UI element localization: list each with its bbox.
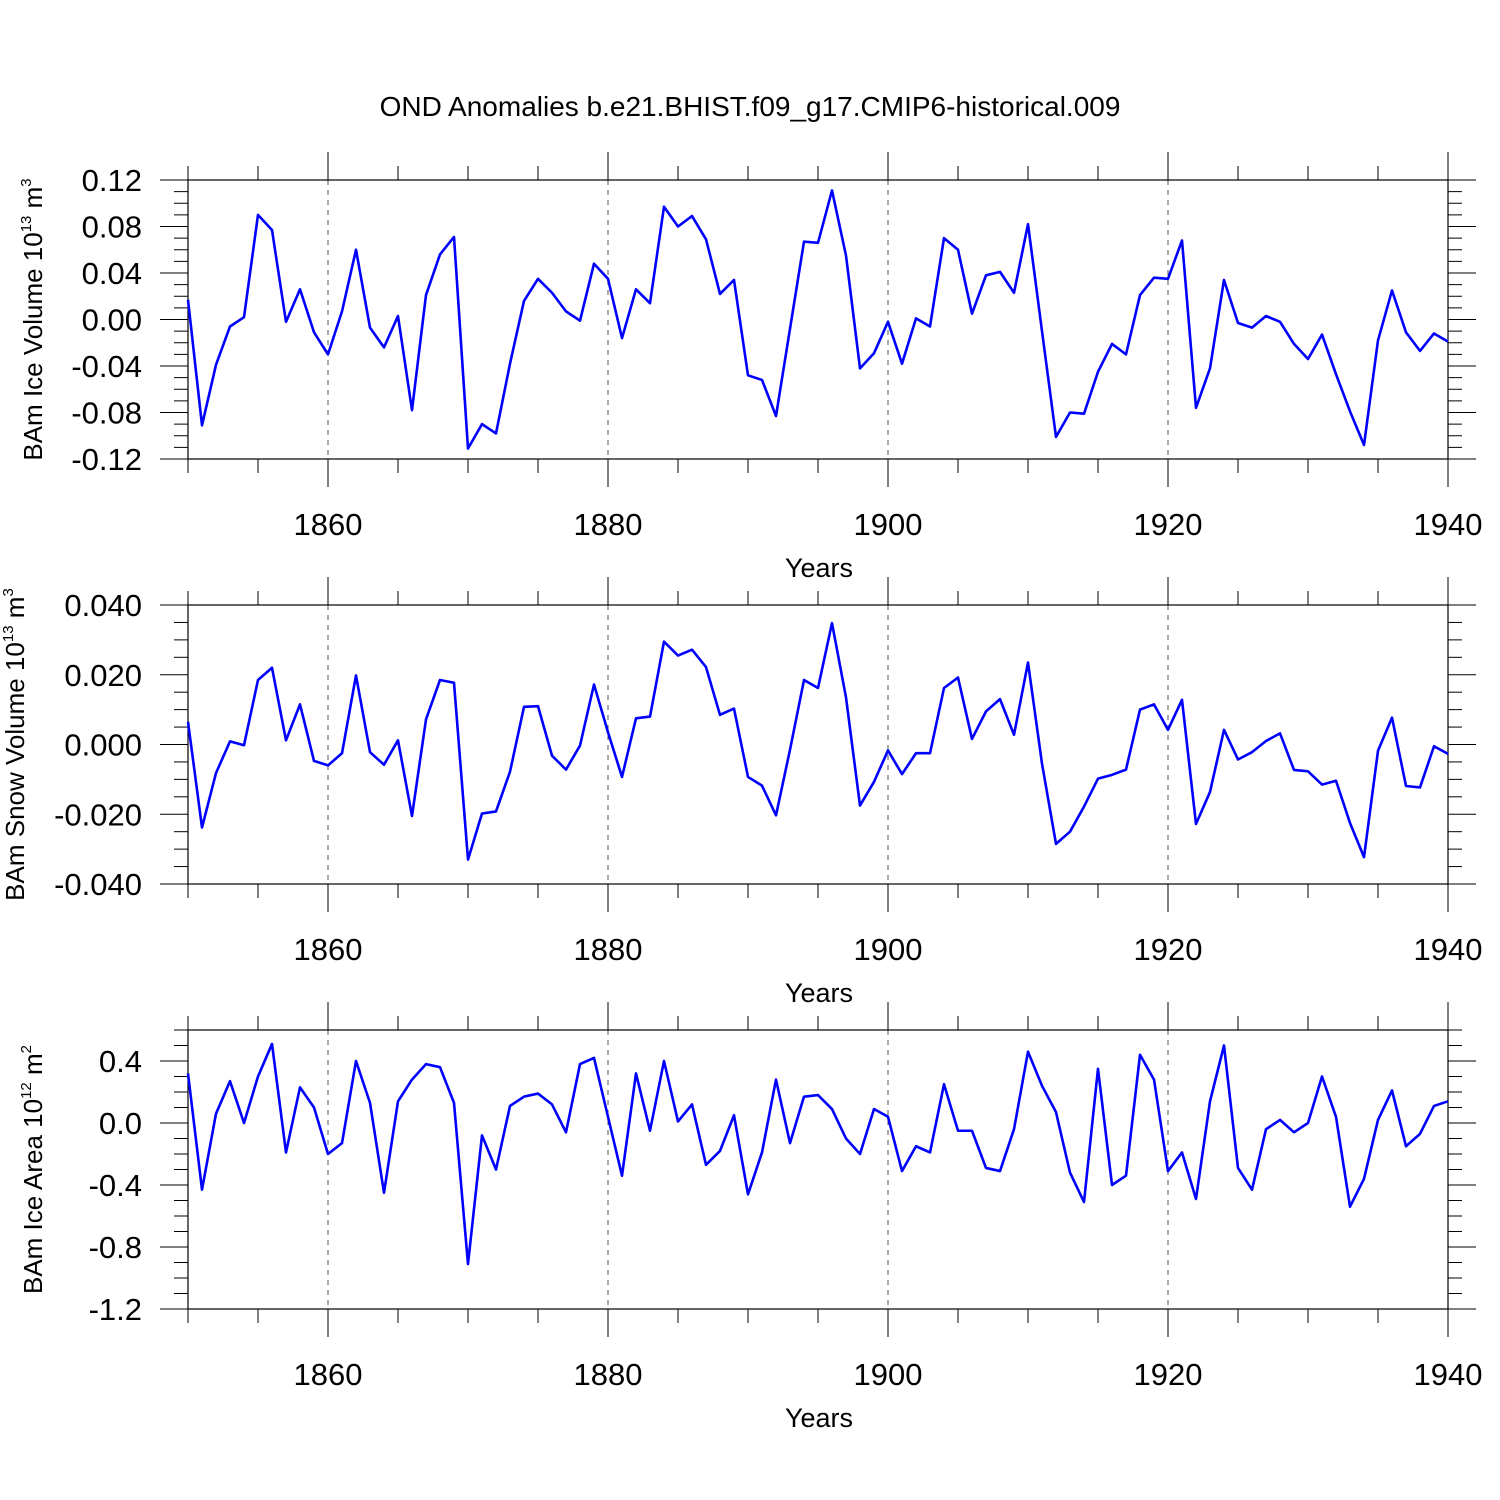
panel-3: -1.2 -0.8 -0.4 0.0 0.4 1860 1880 1900 1920 1940 Ye…	[18, 1002, 1482, 1433]
y-tick-label: -0.040	[54, 867, 142, 902]
x-tick-label: 1900	[854, 932, 923, 967]
y-axis-label-unit-exponent: 3	[18, 178, 35, 186]
panel-2: -0.040 -0.020 0.000 0.020 0.040 1860 1880 1900 1…	[0, 577, 1482, 1008]
panels: -0.12 -0.08 -0.04 0.00 0.04 0.08 0.12 1860 1880 1…	[0, 152, 1482, 1433]
y-axis-label-main: BAm Ice Volume 10	[18, 232, 48, 460]
x-tick-label: 1860	[294, 507, 363, 542]
y-tick-label: 0.000	[64, 728, 142, 763]
y-tick-label: 0.4	[99, 1044, 142, 1079]
y-tick-label: -0.8	[89, 1230, 142, 1265]
y-tick-label: 0.0	[99, 1106, 142, 1141]
plot-frame	[187, 604, 1449, 885]
panel-1: -0.12 -0.08 -0.04 0.00 0.04 0.08 0.12 1860 1880 1…	[18, 152, 1482, 583]
y-tick-label: -0.4	[89, 1168, 142, 1203]
x-tick-label: 1940	[1414, 932, 1483, 967]
y-axis-label-main: BAm Ice Area 10	[18, 1099, 48, 1294]
y-axis-label-exponent: 12	[18, 1082, 35, 1099]
y-axis-label: BAm Snow Volume 1013 m3	[0, 588, 30, 901]
x-tick-label: 1940	[1414, 507, 1483, 542]
y-axis-label-unit-exponent: 2	[18, 1045, 35, 1053]
y-axis-label-unit: m	[18, 1053, 48, 1082]
plot-frame	[187, 1029, 1449, 1310]
y-tick-label: -0.04	[71, 349, 142, 384]
chart-title: OND Anomalies b.e21.BHIST.f09_g17.CMIP6-…	[380, 91, 1121, 122]
y-tick-label: -0.12	[71, 442, 142, 477]
y-tick-label: 0.08	[82, 210, 142, 245]
y-axis-label: BAm Ice Area 1012 m2	[18, 1045, 48, 1294]
y-axis-label: BAm Ice Volume 1013 m3	[18, 178, 48, 460]
x-tick-label: 1920	[1134, 932, 1203, 967]
x-tick-label: 1900	[854, 1357, 923, 1392]
y-tick-label: 0.04	[82, 256, 142, 291]
y-axis-label-unit: m	[18, 187, 48, 216]
y-axis-label-unit: m	[0, 597, 30, 626]
y-tick-label: 0.00	[82, 303, 142, 338]
series-line	[186, 189, 1449, 450]
y-tick-label: 0.12	[82, 163, 142, 198]
x-tick-label: 1880	[574, 932, 643, 967]
y-axis-label-unit-exponent: 3	[0, 588, 17, 596]
x-tick-label: 1880	[574, 507, 643, 542]
y-axis-label-main: BAm Snow Volume 10	[0, 642, 30, 901]
y-tick-label: -0.08	[71, 396, 142, 431]
x-tick-label: 1860	[294, 1357, 363, 1392]
x-axis-label: Years	[785, 553, 853, 583]
x-axis-label: Years	[785, 1403, 853, 1433]
series-line	[186, 621, 1449, 861]
x-tick-label: 1880	[574, 1357, 643, 1392]
y-axis-label-exponent: 13	[18, 216, 35, 233]
x-axis-label: Years	[785, 978, 853, 1008]
y-tick-label: -0.020	[54, 797, 142, 832]
x-tick-label: 1920	[1134, 507, 1203, 542]
y-tick-label: 0.040	[64, 588, 142, 623]
y-axis-label-exponent: 13	[0, 625, 17, 642]
x-tick-label: 1940	[1414, 1357, 1483, 1392]
x-tick-label: 1900	[854, 507, 923, 542]
y-tick-label: -1.2	[89, 1292, 142, 1327]
series-line	[186, 1042, 1449, 1266]
x-tick-label: 1920	[1134, 1357, 1203, 1392]
y-tick-label: 0.020	[64, 658, 142, 693]
plot-frame	[187, 179, 1449, 460]
x-tick-label: 1860	[294, 932, 363, 967]
